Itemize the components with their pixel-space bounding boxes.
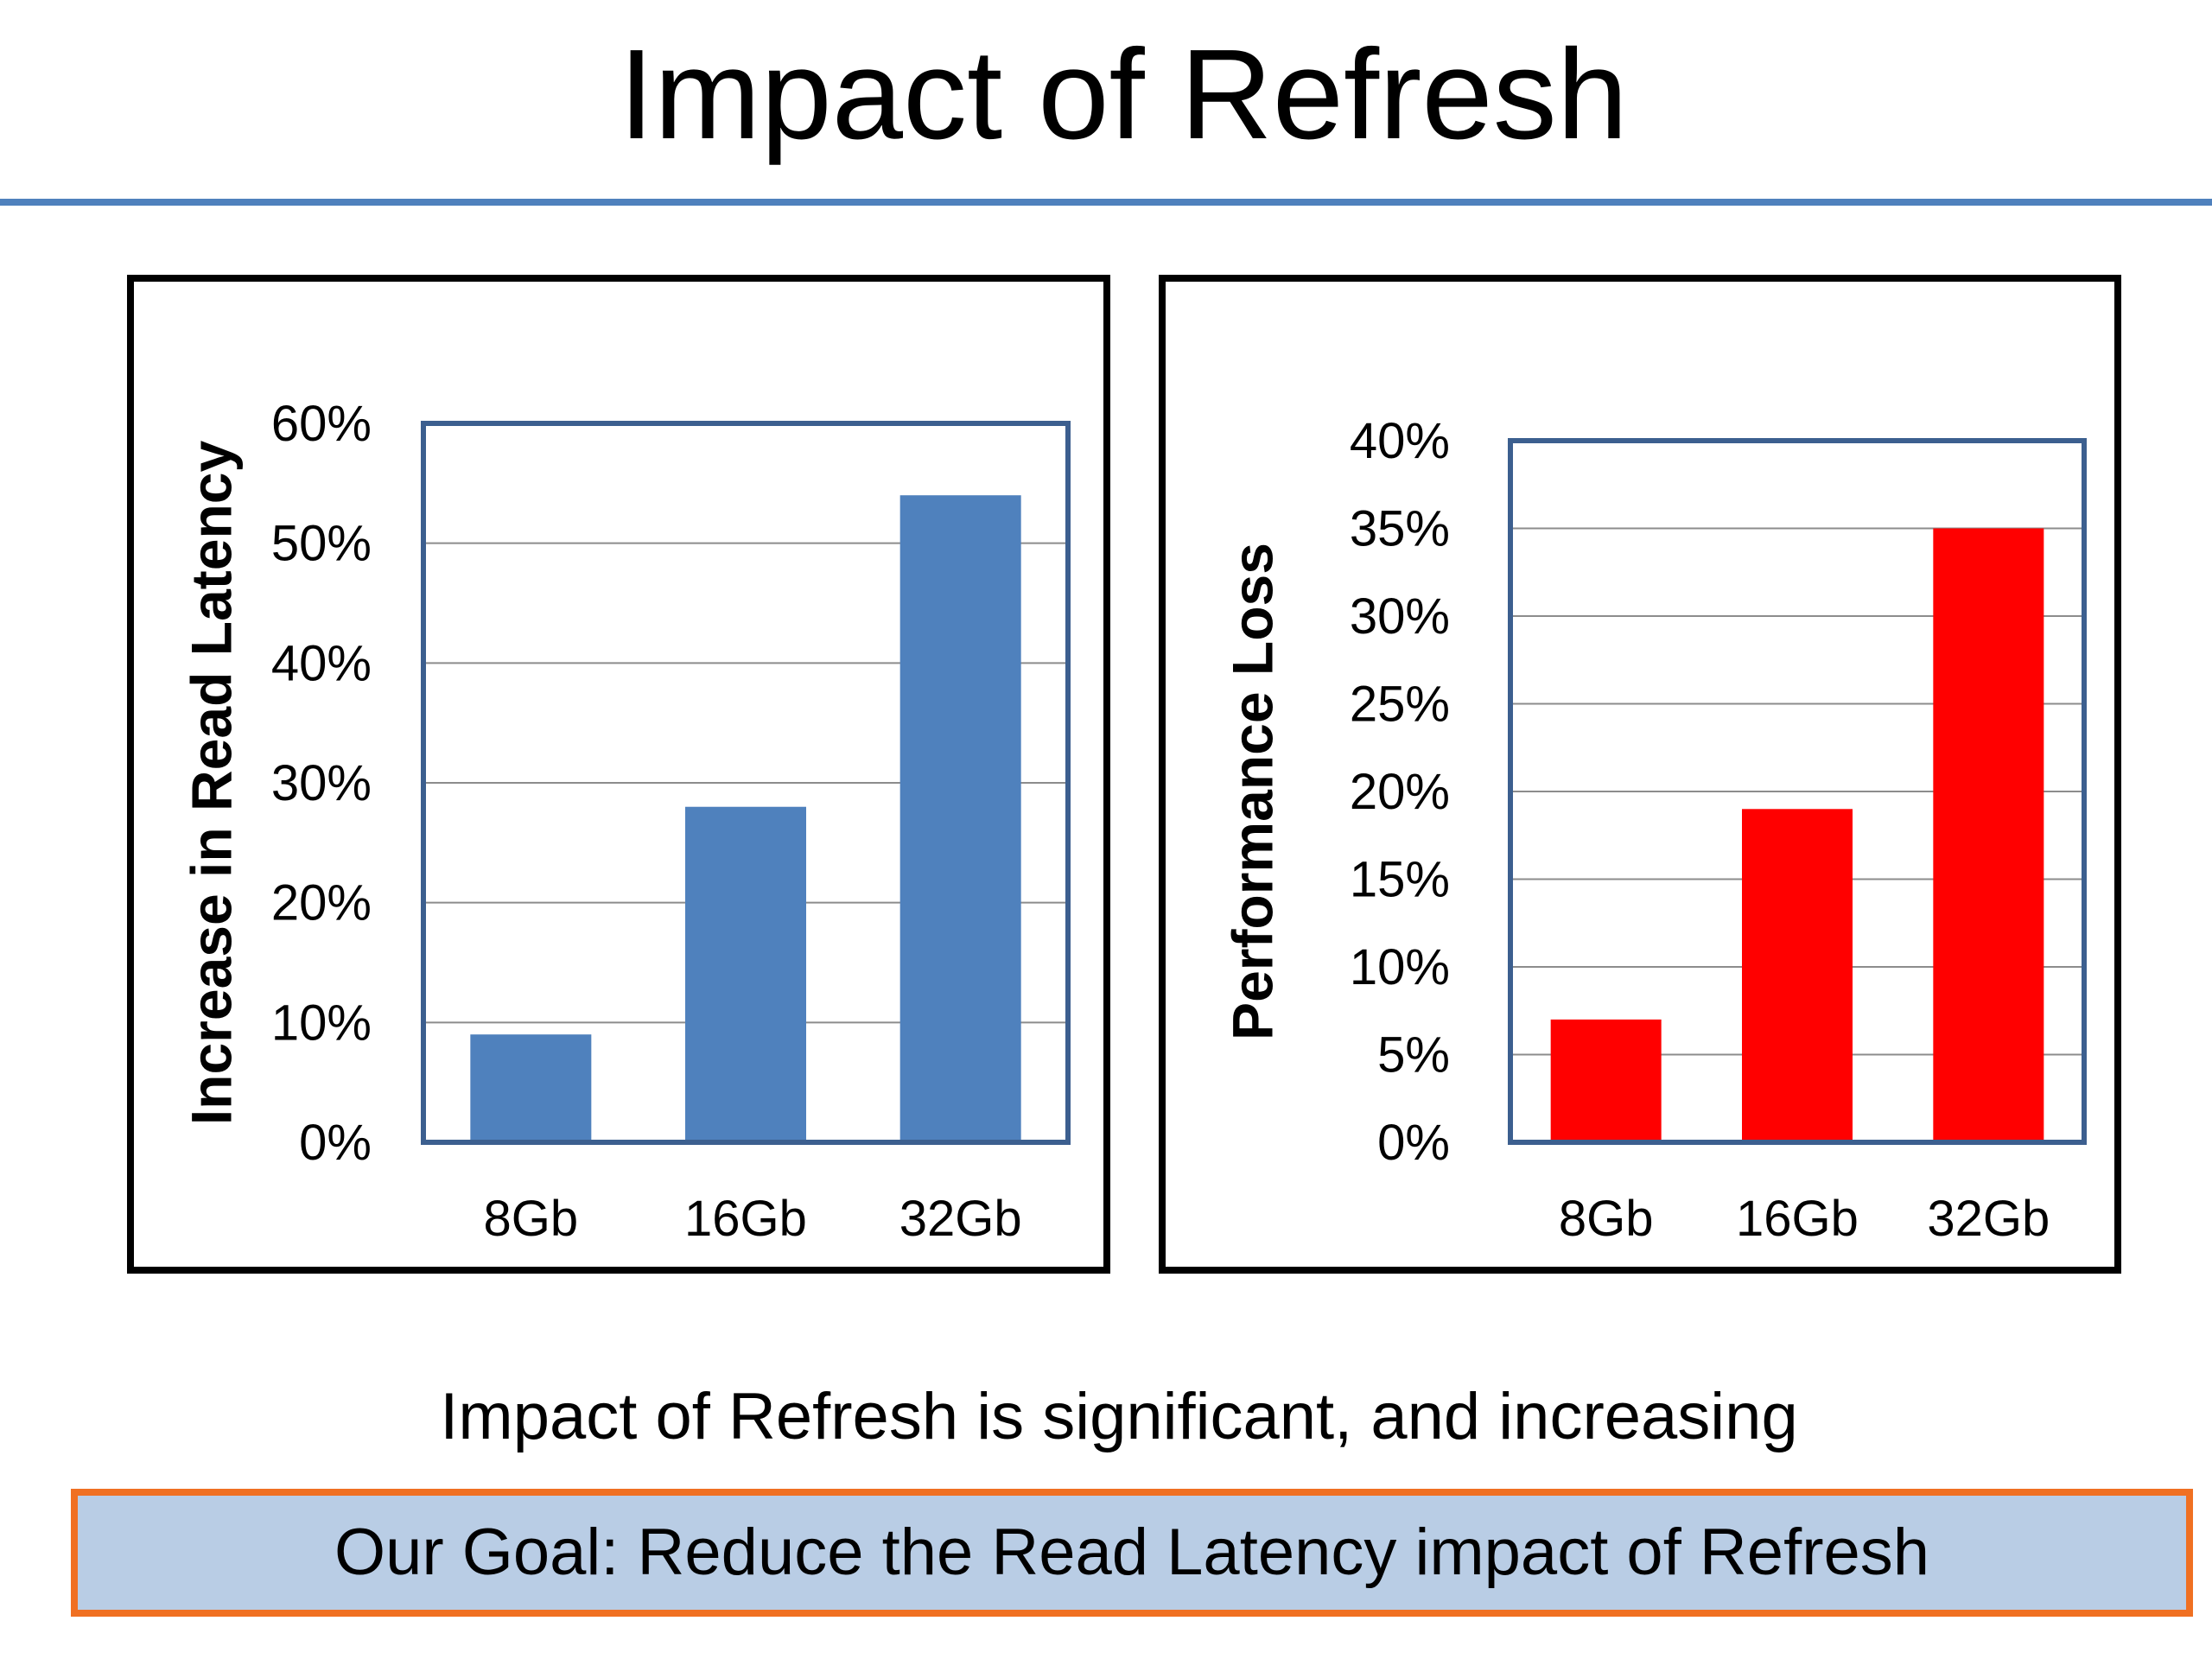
performance-y-axis-title: Performance Loss xyxy=(1220,543,1284,1040)
latency-bar-32gb xyxy=(899,495,1021,1142)
latency-y-tick-label: 30% xyxy=(271,755,372,811)
latency-bar-8gb xyxy=(470,1034,592,1142)
performance-x-tick-label: 32Gb xyxy=(1927,1191,2050,1247)
performance-plot-area xyxy=(1508,438,2087,1145)
performance-y-tick-label: 40% xyxy=(1350,413,1450,469)
performance-bar-32gb xyxy=(1933,528,2044,1142)
goal-text: Our Goal: Reduce the Read Latency impact… xyxy=(334,1516,1930,1589)
latency-x-tick-label: 8Gb xyxy=(484,1191,579,1247)
performance-x-tick-label: 16Gb xyxy=(1736,1191,1859,1247)
performance-bar-16gb xyxy=(1742,809,1853,1142)
latency-x-tick-label: 16Gb xyxy=(684,1191,807,1247)
latency-y-tick-label: 0% xyxy=(299,1115,372,1171)
latency-y-tick-label: 40% xyxy=(271,635,372,691)
latency-y-tick-label: 10% xyxy=(271,995,372,1051)
title-divider xyxy=(0,199,2212,206)
latency-bar-16gb xyxy=(685,806,806,1142)
latency-y-tick-label: 50% xyxy=(271,516,372,572)
performance-y-tick-label: 5% xyxy=(1377,1027,1450,1084)
latency-y-tick-label: 20% xyxy=(271,875,372,931)
latency-y-axis-title: Increase in Read Latency xyxy=(179,441,243,1126)
performance-y-tick-label: 10% xyxy=(1350,939,1450,995)
performance-y-tick-label: 0% xyxy=(1377,1115,1450,1171)
performance-bar-8gb xyxy=(1550,1019,1662,1142)
performance-x-tick-label: 8Gb xyxy=(1559,1191,1654,1247)
latency-x-tick-label: 32Gb xyxy=(899,1191,1022,1247)
performance-y-tick-label: 20% xyxy=(1350,764,1450,820)
performance-y-tick-label: 35% xyxy=(1350,501,1450,557)
performance-y-tick-label: 25% xyxy=(1350,677,1450,733)
latency-y-tick-label: 60% xyxy=(271,396,372,452)
conclusion-text: Impact of Refresh is significant, and in… xyxy=(440,1380,1798,1453)
goal-banner: Our Goal: Reduce the Read Latency impact… xyxy=(71,1489,2193,1617)
performance-y-tick-label: 15% xyxy=(1350,852,1450,908)
latency-plot-area xyxy=(421,421,1071,1145)
performance-y-tick-label: 30% xyxy=(1350,588,1450,645)
slide-title: Impact of Refresh xyxy=(618,23,1629,166)
